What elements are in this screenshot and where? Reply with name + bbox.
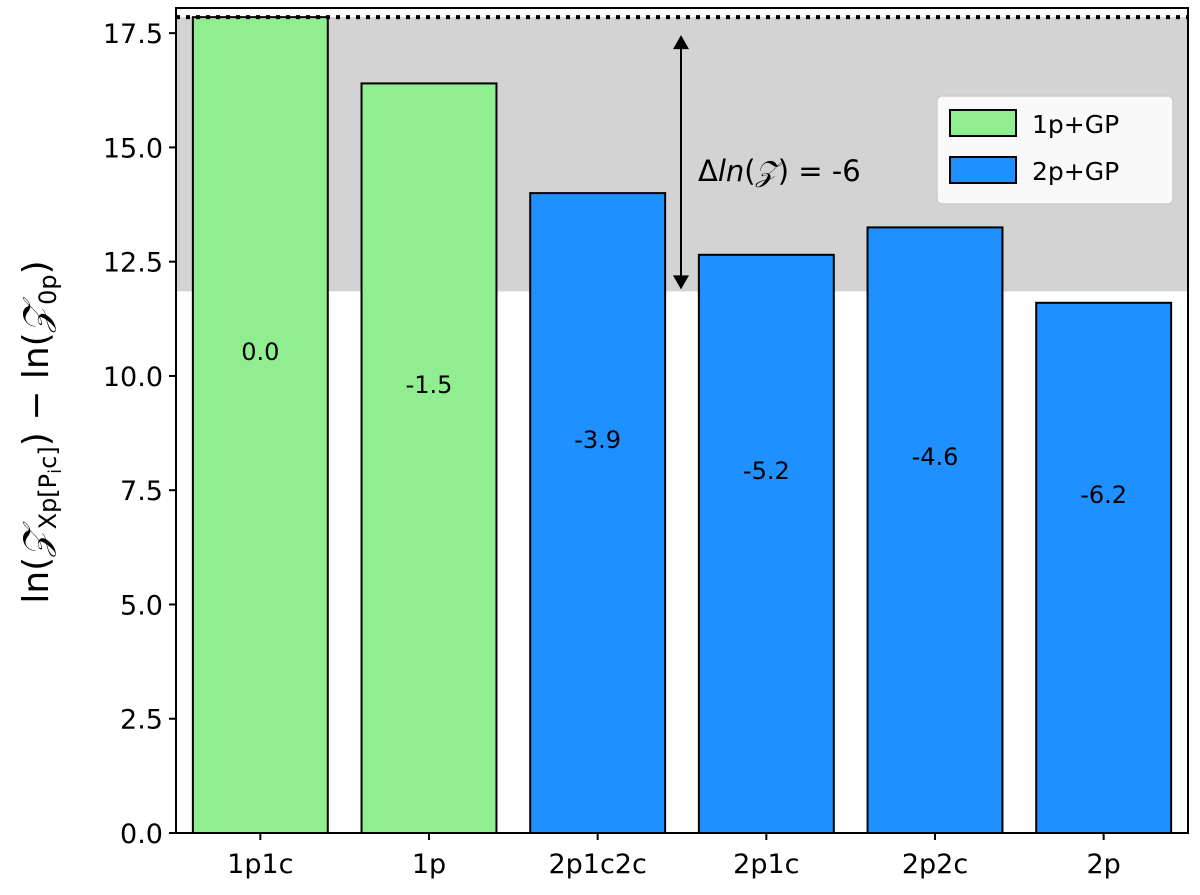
y-tick-label: 5.0 (120, 590, 163, 621)
bar-2p2c (866, 226, 1004, 835)
y-tick-label: 0.0 (120, 819, 163, 850)
x-axis-ticks: 1p1c 1p 2p1c2c 2p1c 2p2c 2p (227, 833, 1121, 880)
y-axis-ticks: 0.0 2.5 5.0 7.5 10.0 12.5 15.0 17.5 (103, 19, 176, 850)
x-tick-label: 2p (1087, 849, 1121, 880)
arrow-down-icon (673, 275, 689, 290)
y-tick-label: 12.5 (103, 248, 163, 279)
y-axis-label: ln(𝒵Xp[Pic]) − ln(𝒵0p) (16, 260, 66, 603)
bar-value-label: -4.6 (912, 443, 959, 471)
x-tick-label: 2p1c (733, 849, 799, 880)
bar-1p (360, 82, 498, 834)
bar-value-label: -6.2 (1080, 481, 1127, 509)
bar-value-label: -1.5 (406, 371, 453, 399)
x-tick-label: 1p1c (227, 849, 293, 880)
bar-value-label: -3.9 (574, 426, 621, 454)
bar-2p (1035, 301, 1173, 834)
bar-value-label: 0.0 (241, 338, 279, 366)
bar-value-label: -5.2 (743, 457, 790, 485)
arrow-up-icon (673, 35, 689, 50)
y-tick-label: 15.0 (103, 133, 163, 164)
legend-swatch-1p-gp (949, 109, 1017, 137)
delta-label: Δln(𝒵) = -6 (698, 154, 861, 188)
bar-labels-group: 0.0 -1.5 -3.9 -5.2 -4.6 -6.2 (241, 338, 1127, 509)
bars-group (191, 16, 1173, 835)
bar-1p1c (191, 16, 329, 834)
legend-label-2p-gp: 2p+GP (1032, 157, 1119, 186)
legend: 1p+GP 2p+GP (936, 95, 1174, 205)
bar-2p1c (697, 253, 835, 835)
x-tick-label: 2p2c (902, 849, 968, 880)
y-tick-label: 7.5 (120, 476, 163, 507)
x-tick-label: 1p (412, 849, 446, 880)
x-tick-label: 2p1c2c (548, 849, 646, 880)
y-tick-label: 2.5 (120, 705, 163, 736)
legend-label-1p-gp: 1p+GP (1032, 110, 1119, 139)
bar-2p1c2c (529, 192, 667, 835)
y-tick-label: 10.0 (103, 362, 163, 393)
delta-annotation: Δln(𝒵) = -6 (673, 35, 861, 290)
legend-swatch-2p-gp (949, 156, 1017, 184)
y-tick-label: 17.5 (103, 19, 163, 50)
axes-frame (175, 7, 1189, 834)
